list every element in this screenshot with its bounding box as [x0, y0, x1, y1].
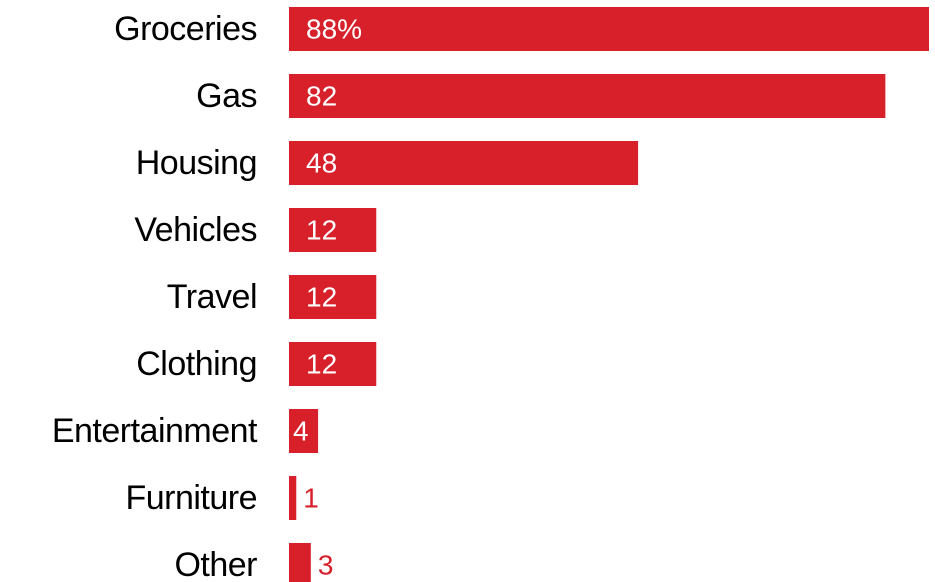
bar-groceries — [289, 7, 929, 51]
bars-group: Groceries 88% Gas 82 Housing 48 Vehicles 12 Trav… — [52, 7, 929, 582]
value-label: 1 — [303, 483, 319, 514]
bar-housing — [289, 141, 639, 185]
category-label: Entertainment — [52, 412, 258, 450]
category-label: Clothing — [136, 345, 257, 383]
bar-vehicles — [289, 208, 377, 252]
value-label: 12 — [306, 282, 337, 313]
bar-entertainment — [289, 409, 319, 453]
bar-other — [289, 543, 311, 582]
category-label: Groceries — [114, 10, 257, 48]
value-label: 4 — [293, 416, 309, 447]
bar-clothing — [289, 342, 377, 386]
value-label: 88% — [306, 14, 362, 45]
category-label: Travel — [167, 278, 257, 316]
category-label: Furniture — [125, 479, 257, 517]
value-label: 3 — [318, 550, 334, 581]
value-label: 12 — [306, 215, 337, 246]
category-label: Other — [174, 546, 257, 582]
bar-furniture — [289, 476, 297, 520]
bar-gas — [289, 74, 886, 118]
category-label: Housing — [136, 144, 257, 182]
value-label: 82 — [306, 81, 337, 112]
category-label: Gas — [196, 77, 257, 115]
bar-travel — [289, 275, 377, 319]
value-label: 12 — [306, 349, 337, 380]
category-label: Vehicles — [134, 211, 257, 249]
value-label: 48 — [306, 148, 337, 179]
